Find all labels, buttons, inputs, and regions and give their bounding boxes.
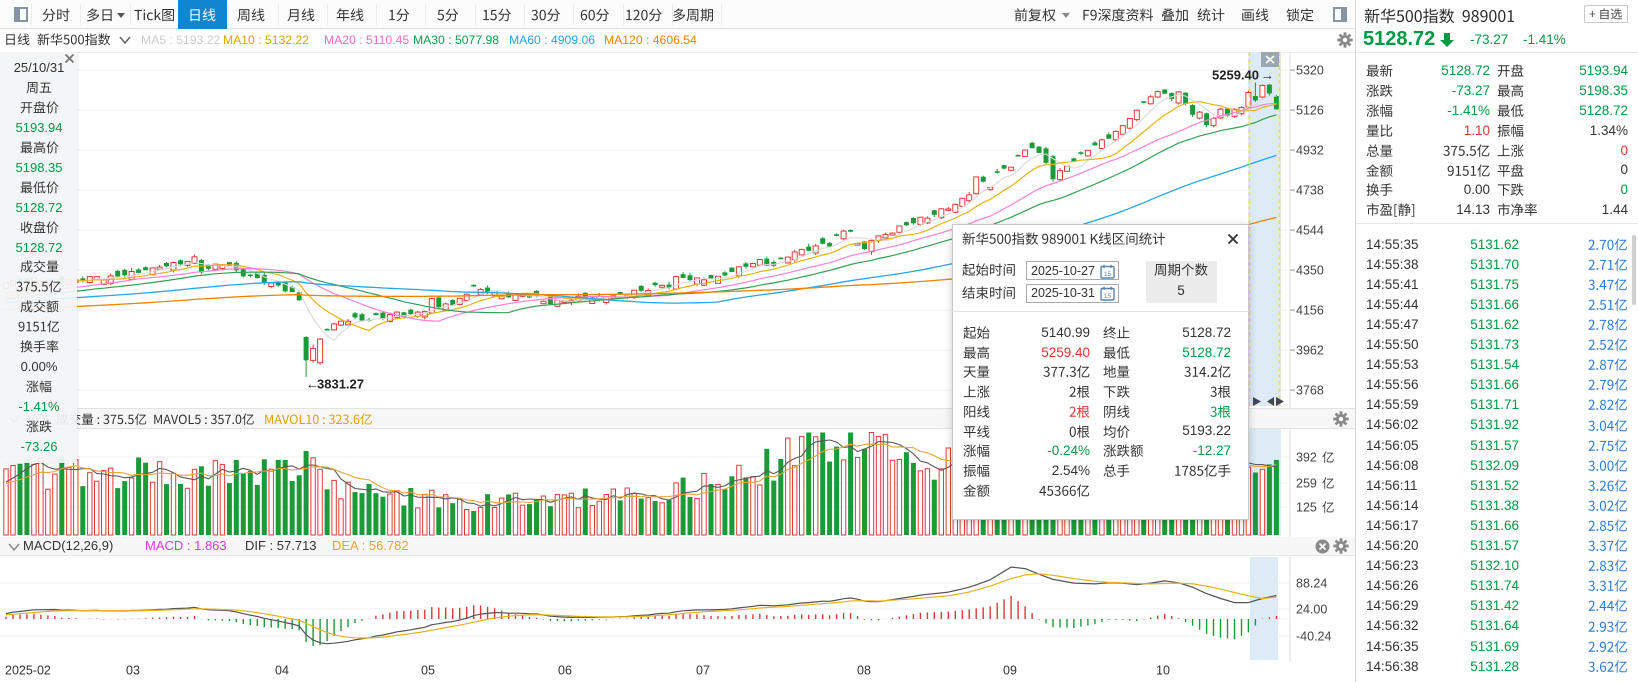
svg-text:4544: 4544 [1296,223,1324,237]
svg-text:09: 09 [1003,663,1017,677]
svg-text:07: 07 [696,663,710,677]
svg-text:3831.27: 3831.27 [317,377,364,392]
svg-text:2025-02: 2025-02 [5,663,51,677]
svg-text:-40.24: -40.24 [1296,629,1331,643]
svg-text:125: 125 [1296,500,1317,514]
svg-text:3962: 3962 [1296,343,1324,357]
svg-text:5320: 5320 [1296,63,1324,77]
svg-text:10: 10 [1156,663,1170,677]
svg-text:259: 259 [1296,476,1317,490]
svg-text:05: 05 [421,663,435,677]
svg-text:3768: 3768 [1296,383,1324,397]
svg-text:5259.40: 5259.40 [1212,68,1259,83]
svg-text:15: 15 [1104,271,1112,278]
svg-text:04: 04 [275,663,289,677]
svg-text:→: → [1261,68,1274,83]
svg-text:5126: 5126 [1296,103,1324,117]
svg-text:06: 06 [558,663,572,677]
svg-text:15: 15 [1104,293,1112,300]
svg-text:←: ← [306,377,319,392]
svg-text:4932: 4932 [1296,143,1324,157]
svg-text:03: 03 [126,663,140,677]
svg-text:4350: 4350 [1296,263,1324,277]
svg-text:08: 08 [857,663,871,677]
svg-text:392: 392 [1296,450,1317,464]
svg-text:4738: 4738 [1296,183,1324,197]
svg-text:24.00: 24.00 [1296,602,1327,616]
svg-text:4156: 4156 [1296,303,1324,317]
svg-text:88.24: 88.24 [1296,576,1327,590]
